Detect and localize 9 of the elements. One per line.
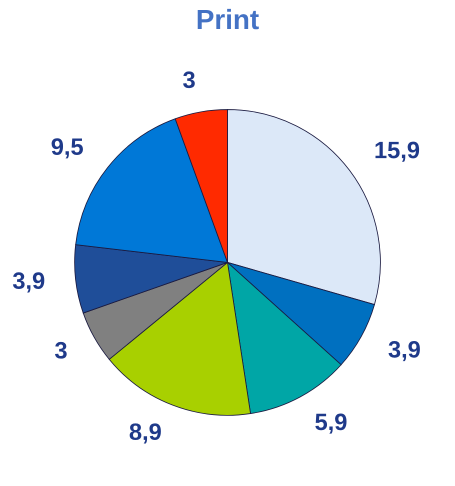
data-label: 5,9: [315, 414, 347, 434]
chart-title: Print: [198, 8, 259, 30]
data-label: 15,9: [376, 142, 420, 162]
data-label: 3,9: [12, 272, 44, 292]
data-label: 3: [54, 342, 67, 359]
data-label: 8,9: [130, 423, 161, 444]
data-label: 9,5: [52, 138, 83, 158]
data-label: 3: [183, 71, 195, 88]
data-label: 3,9: [388, 341, 420, 362]
